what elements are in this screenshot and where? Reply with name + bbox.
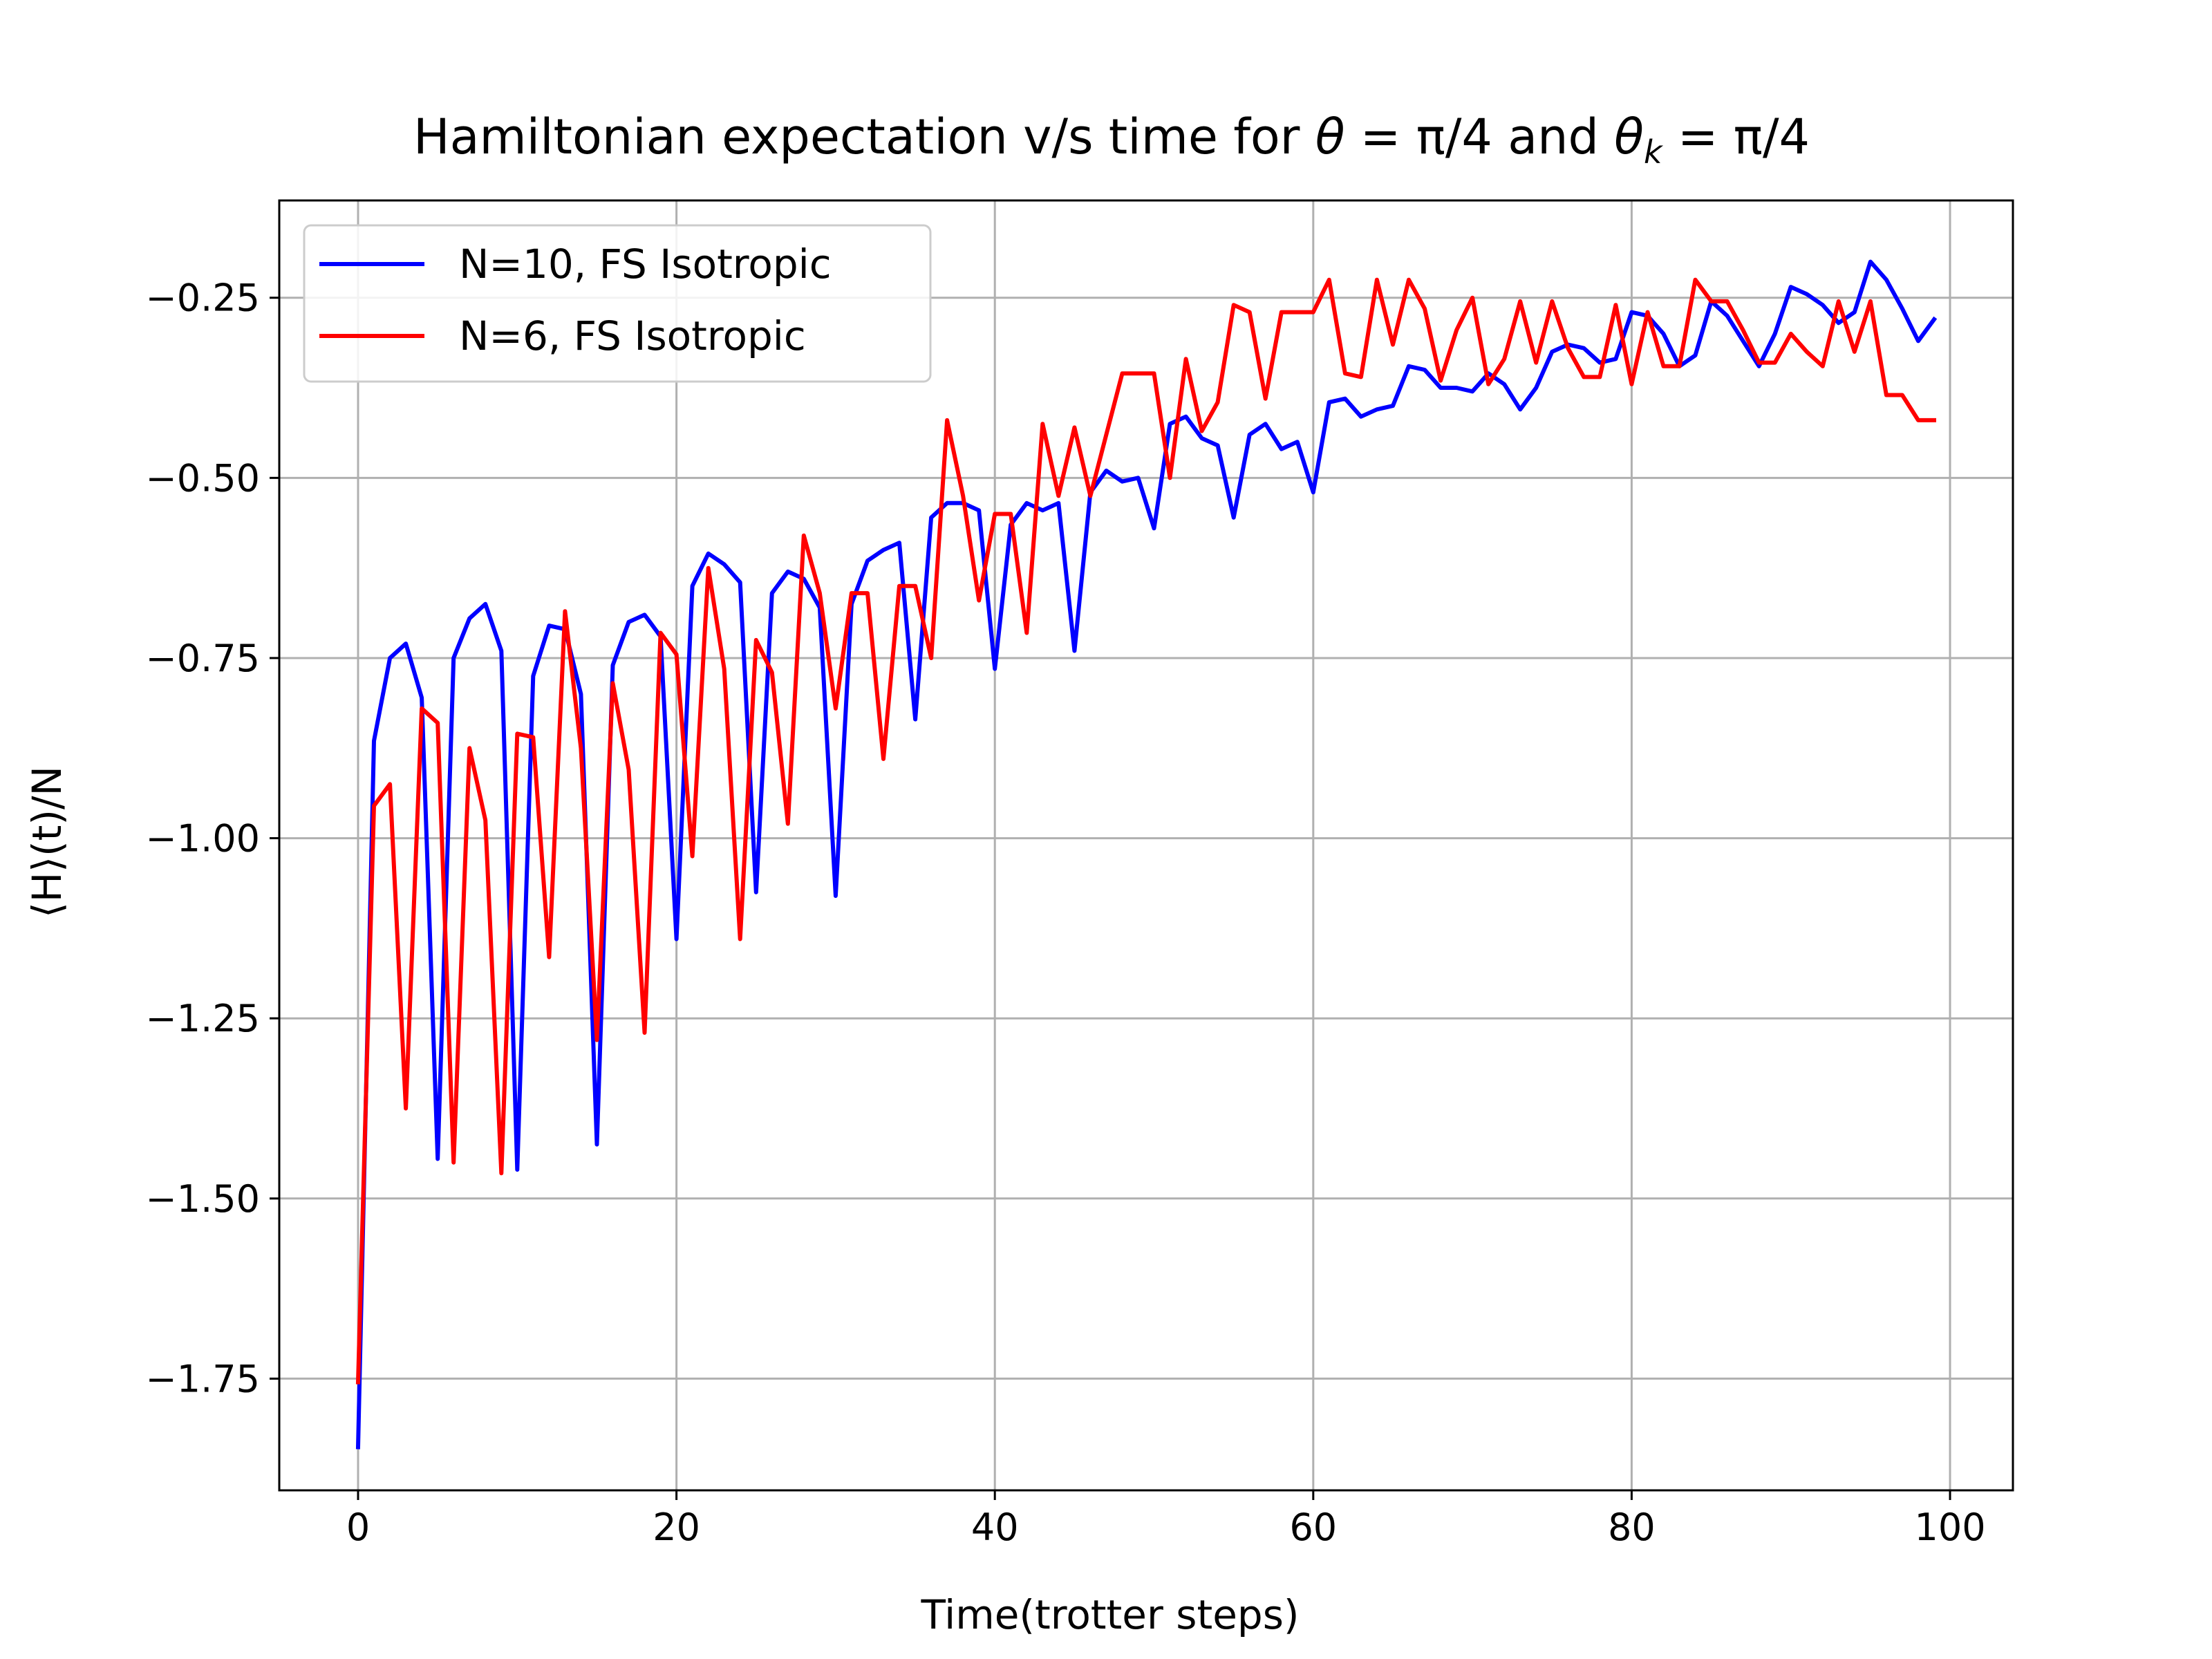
y-tick-label: −1.75 — [146, 1357, 260, 1400]
y-tick-label: −1.25 — [146, 997, 260, 1040]
x-tick-label: 0 — [346, 1506, 370, 1549]
legend-box — [303, 224, 932, 383]
x-tick-label: 60 — [1289, 1506, 1337, 1549]
series-line-n10 — [355, 259, 1938, 1450]
legend-label-n6: N=6, FS Isotropic — [459, 312, 806, 359]
series-layer — [355, 259, 1938, 1450]
y-tick-label: −0.25 — [146, 276, 260, 320]
x-tick-label: 40 — [971, 1506, 1019, 1549]
y-axis-label: ⟨H⟩(t)/N — [24, 766, 71, 918]
x-tick-label: 20 — [653, 1506, 700, 1549]
chart-title: Hamiltonian expectation v/s time for θ =… — [413, 109, 1810, 171]
x-tick-label: 100 — [1914, 1506, 1985, 1549]
ticks: 0 20 40 60 80 100 −1.75 −1.50 −1.25 −1.00 −0.75 −0.… — [146, 276, 1986, 1549]
y-tick-label: −0.75 — [146, 637, 260, 680]
y-tick-label: −1.00 — [146, 817, 260, 861]
grid — [279, 200, 2013, 1490]
x-axis-label: Time(trotter steps) — [920, 1591, 1299, 1638]
y-tick-label: −0.50 — [146, 456, 260, 500]
legend-label-n10: N=10, FS Isotropic — [459, 241, 832, 288]
x-tick-label: 80 — [1608, 1506, 1656, 1549]
y-tick-label: −1.50 — [146, 1177, 260, 1221]
legend: N=10, FS Isotropic N=6, FS Isotropic — [303, 224, 932, 383]
plot-frame — [278, 199, 2014, 1492]
series-line-n6 — [355, 277, 1936, 1385]
